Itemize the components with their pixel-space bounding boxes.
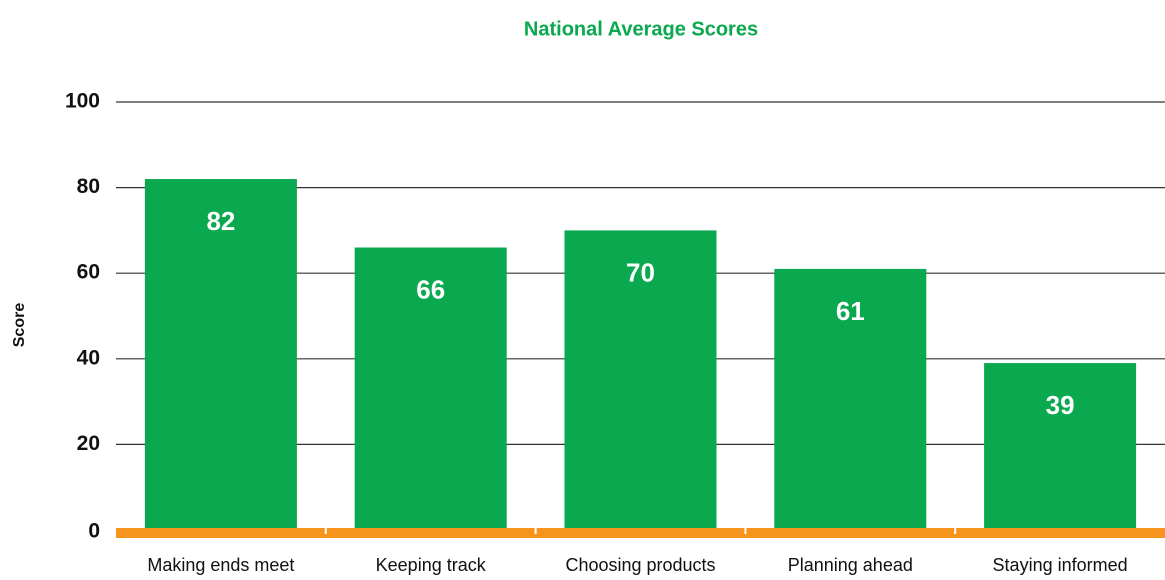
y-tick-label: 20: [77, 432, 100, 455]
y-tick-label: 60: [77, 261, 100, 284]
bar: [564, 230, 717, 530]
bar: [144, 179, 297, 531]
y-tick-label: 0: [88, 520, 100, 543]
value-label: 82: [206, 206, 235, 236]
x-tick-label: Keeping track: [376, 555, 487, 575]
baseline: [116, 528, 1165, 538]
x-tick-label: Planning ahead: [788, 555, 913, 575]
x-tick-label: Staying informed: [993, 555, 1128, 575]
y-tick-label: 80: [77, 175, 100, 198]
value-label: 66: [416, 274, 445, 304]
y-axis-label: Score: [11, 303, 28, 348]
bar: [354, 247, 507, 530]
value-label: 39: [1046, 390, 1075, 420]
bar: [984, 363, 1137, 530]
y-tick-label: 100: [65, 90, 100, 113]
x-tick-label: Making ends meet: [147, 555, 294, 575]
x-tick-label: Choosing products: [565, 555, 715, 575]
value-label: 61: [836, 296, 865, 326]
bar: [774, 268, 927, 530]
y-tick-label: 40: [77, 346, 100, 369]
value-label: 70: [626, 257, 655, 287]
chart-title: National Average Scores: [524, 18, 758, 40]
